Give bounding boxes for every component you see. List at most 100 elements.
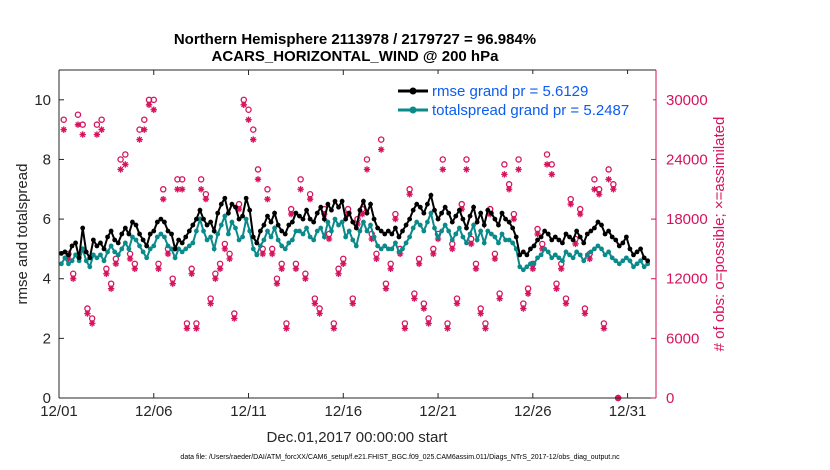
totalspread-point [396, 249, 402, 255]
series-lines [58, 191, 651, 273]
totalspread-point [119, 246, 125, 252]
obs-possible-marker [264, 186, 271, 193]
totalspread-point [80, 246, 86, 252]
rmse-point [378, 228, 384, 234]
totalspread-point [190, 240, 196, 246]
rmse-point [126, 231, 132, 237]
rmse-point [414, 201, 420, 207]
rmse-point [510, 225, 516, 231]
obs-assimilated-marker [325, 235, 333, 243]
rmse-point [520, 249, 526, 255]
x-tick-label: 12/16 [325, 403, 363, 420]
rmse-point [101, 246, 107, 252]
rmse-point [464, 225, 469, 231]
obs-assimilated-marker [245, 116, 252, 123]
obs-assimilated-marker [491, 255, 499, 263]
totalspread-point [240, 234, 246, 240]
totalspread-point [393, 240, 398, 246]
y-left-tick-label: 10 [34, 92, 51, 109]
totalspread-point [563, 249, 569, 255]
totalspread-point [58, 261, 64, 267]
obs-possible-marker [178, 176, 186, 183]
totalspread-point [257, 243, 263, 249]
obs-possible-marker [501, 161, 508, 168]
rmse-point [247, 207, 253, 213]
totalspread-point [474, 237, 480, 243]
obs-assimilated-marker [231, 315, 238, 322]
obs-assimilated-marker [240, 101, 247, 108]
obs-assimilated-marker [88, 320, 96, 327]
totalspread-point [247, 228, 253, 234]
rmse-point [410, 207, 416, 213]
obs-assimilated-marker [164, 250, 172, 258]
rmse-point [631, 252, 636, 258]
obs-assimilated-marker [420, 305, 428, 312]
obs-assimilated-marker [216, 265, 224, 272]
totalspread-point [496, 240, 501, 246]
rmse-point [179, 240, 185, 246]
totalspread-point [329, 228, 334, 234]
rmse-point [442, 204, 448, 210]
totalspread-point [439, 228, 445, 234]
obs-assimilated-marker [449, 245, 456, 253]
obs-assimilated-marker [141, 126, 148, 133]
rmse-point [606, 228, 612, 234]
rmse-point [449, 219, 455, 225]
obs-assimilated-marker [70, 275, 77, 282]
rmse-point [176, 237, 182, 243]
obs-assimilated-marker [183, 325, 191, 332]
legend-spread-marker [409, 106, 417, 114]
obs-assimilated-marker [581, 310, 589, 317]
y-left-tick-label: 0 [43, 390, 51, 407]
totalspread-point [570, 255, 576, 261]
rmse-point [592, 225, 597, 231]
obs-assimilated-marker [302, 275, 309, 282]
obs-assimilated-marker [212, 275, 219, 282]
obs-assimilated-marker [515, 166, 522, 173]
totalspread-point [538, 252, 544, 258]
totalspread-point [595, 243, 601, 249]
rmse-point [233, 204, 238, 210]
totalspread-point [407, 234, 413, 240]
obs-possible-marker [363, 156, 371, 163]
rmse-point [417, 204, 423, 210]
rmse-point [528, 246, 533, 252]
rmse-point [282, 231, 288, 237]
obs-assimilated-marker [567, 200, 574, 208]
totalspread-point [282, 246, 288, 252]
legend: rmse grand pr = 5.6129 totalspread grand… [393, 74, 653, 120]
obs-assimilated-marker [136, 136, 143, 143]
rmse-point [496, 222, 501, 228]
totalspread-point [634, 261, 640, 267]
totalspread-point [641, 264, 647, 270]
totalspread-point [552, 252, 558, 258]
legend-spread-label: totalspread grand pr = 5.2487 [432, 102, 629, 119]
totalspread-point [98, 252, 103, 258]
rmse-point [257, 228, 263, 234]
rmse-point [616, 243, 622, 249]
obs-assimilated-marker [543, 161, 551, 168]
y-right-tick-label: 24000 [666, 151, 708, 168]
x-tick-label: 12/21 [419, 403, 457, 420]
totalspread-point [592, 246, 597, 252]
totalspread-point [623, 255, 629, 261]
totalspread-point [353, 243, 359, 249]
totalspread-point [66, 261, 71, 267]
totalspread-point [250, 246, 256, 252]
totalspread-point [361, 219, 366, 225]
totalspread-point [314, 228, 320, 234]
rmse-point [396, 234, 402, 240]
obs-assimilated-marker [316, 310, 323, 317]
rmse-point [279, 228, 285, 234]
totalspread-point [165, 243, 171, 249]
totalspread-point [147, 246, 153, 252]
rmse-point [336, 204, 341, 210]
obs-assimilated-marker [330, 325, 338, 332]
totalspread-point [400, 246, 405, 252]
totalspread-point [108, 243, 114, 249]
totalspread-point [581, 258, 587, 264]
obs-assimilated-marker [430, 250, 437, 258]
obs-assimilated-marker [610, 186, 617, 193]
rmse-point [385, 228, 391, 234]
obs-assimilated-marker [562, 300, 570, 307]
